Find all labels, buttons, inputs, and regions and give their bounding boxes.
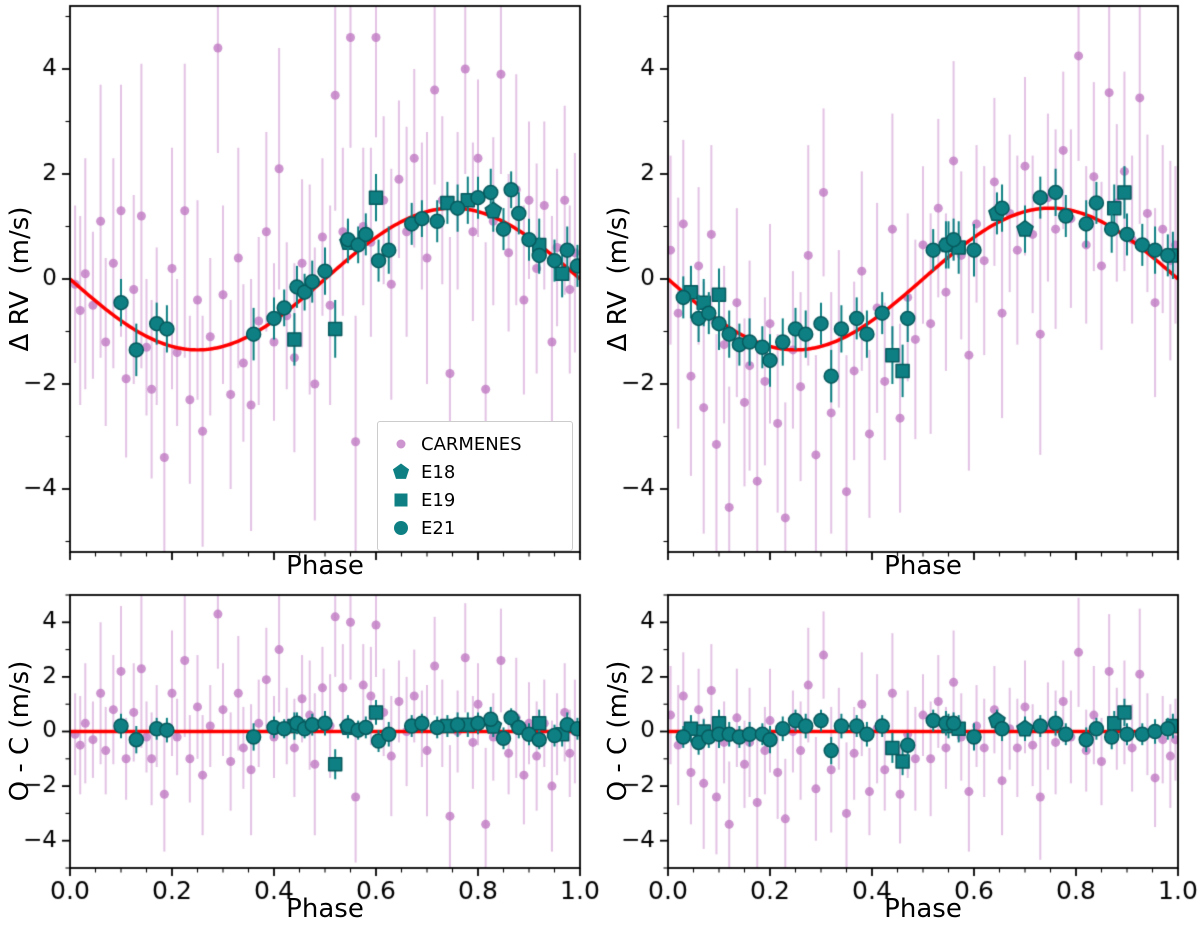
legend-item-label: CARMENES xyxy=(421,433,522,455)
ylabel-top-right: Δ RV (m/s) xyxy=(603,206,633,352)
legend-item-label: E19 xyxy=(421,489,456,511)
legend-item: E19 xyxy=(390,486,560,514)
legend-item: CARMENES xyxy=(390,430,560,458)
legend: CARMENES E18 E19 E21 xyxy=(377,421,573,551)
e21-circle-icon xyxy=(394,521,408,535)
legend-item-label: E21 xyxy=(421,517,456,539)
e18-pentagon-icon xyxy=(392,463,410,479)
xlabel-top-left: Phase xyxy=(286,551,364,581)
e19-square-icon xyxy=(394,493,408,507)
ylabel-bottom-right: O - C (m/s) xyxy=(603,660,633,802)
legend-item: E18 xyxy=(390,458,560,486)
ylabel-bottom-left: O - C (m/s) xyxy=(5,660,35,802)
xlabel-bottom-left: Phase xyxy=(286,894,364,924)
legend-item: E21 xyxy=(390,514,560,542)
carmenes-marker-icon xyxy=(396,439,406,449)
xlabel-top-right: Phase xyxy=(884,551,962,581)
legend-item-label: E18 xyxy=(421,461,456,483)
xlabel-bottom-right: Phase xyxy=(884,894,962,924)
ylabel-top-left: Δ RV (m/s) xyxy=(5,206,35,352)
